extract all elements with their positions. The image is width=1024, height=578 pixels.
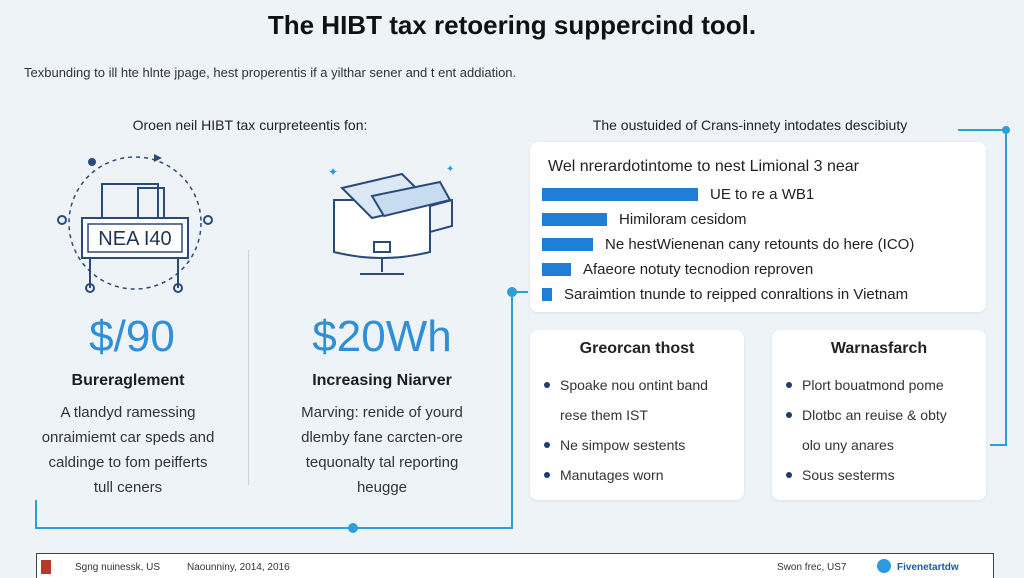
list-item: Dlotbc an reuise & obty xyxy=(786,400,947,430)
footer-source: Swon frec, US7 xyxy=(777,562,847,573)
bar-label: Himiloram cesidom xyxy=(619,211,747,228)
bullet-icon xyxy=(544,382,550,388)
info-box-list-1: Spoake nou ontint band rese them IST Ne … xyxy=(544,370,708,490)
right-section-heading: The oustuided of Crans-innety intodates … xyxy=(592,117,908,133)
svg-text:✦: ✦ xyxy=(328,165,338,179)
card-title-2: Increasing Niarver xyxy=(312,372,452,389)
list-item: Manutages worn xyxy=(544,460,708,490)
bullet-icon xyxy=(786,412,792,418)
list-item: Plort bouatmond pome xyxy=(786,370,947,400)
footer-location: Sgng nuinessk, US xyxy=(75,562,161,573)
license-plate-text: NEA I40 xyxy=(98,228,171,250)
bar-label: Saraimtion tnunde to reipped conraltions… xyxy=(564,286,909,303)
bars-panel: Wel nrerardotintome to nest Limional 3 n… xyxy=(530,142,986,312)
footer-handle[interactable]: Fivenetartdw xyxy=(897,562,959,573)
twitter-icon xyxy=(877,559,891,573)
list-item-continuation: olo uny anares xyxy=(802,437,894,453)
list-item: Sous sesterms xyxy=(786,460,947,490)
info-box-title-2: Warnasfarch xyxy=(830,340,928,357)
section-divider xyxy=(248,250,249,485)
info-box-2: Warnasfarch Plort bouatmond pome Dlotbc … xyxy=(772,330,986,500)
bar-fill xyxy=(542,263,571,276)
card-description-1: A tlandyd ramessing onraimiemt car speds… xyxy=(41,404,215,496)
flag-icon xyxy=(41,560,51,574)
bar-label: Afaeore notuty tecnodion reproven xyxy=(583,261,814,278)
stat-value-1: $/90 xyxy=(89,312,175,361)
bar-fill xyxy=(542,188,698,201)
list-item-continuation: rese them IST xyxy=(560,407,648,423)
left-section-heading: Oroen neil HIBT tax curpreteentis fon: xyxy=(132,117,368,133)
svg-text:✦: ✦ xyxy=(446,164,454,175)
bar-fill xyxy=(542,288,552,301)
bar-label: UE to re a WB1 xyxy=(710,186,815,203)
bullet-icon xyxy=(544,472,550,478)
license-plate-icon: NEA I40 xyxy=(57,154,213,293)
card-title-1: Bureraglement xyxy=(71,372,185,389)
page-title: The HIBT tax retoering suppercind tool. xyxy=(267,10,757,40)
bullet-icon xyxy=(544,442,550,448)
footer: Sgng nuinessk, US Naounniny, 2014, 2016 … xyxy=(36,553,994,578)
page-subtitle: Texbunding to ill hte hlnte jpage, hest … xyxy=(24,65,517,80)
bars-panel-title: Wel nrerardotintome to nest Limional 3 n… xyxy=(548,158,859,175)
list-item: Spoake nou ontint band xyxy=(544,370,708,400)
list-item: Ne simpow sestents xyxy=(544,430,708,460)
bullet-icon xyxy=(786,472,792,478)
bar-fill xyxy=(542,238,593,251)
stat-value-2: $20Wh xyxy=(312,312,452,361)
info-box-1: Greorcan thost Spoake nou ontint band re… xyxy=(530,330,744,500)
bar-fill xyxy=(542,213,607,226)
document-tray-icon: ✦ ✦ xyxy=(328,164,454,275)
footer-date: Naounniny, 2014, 2016 xyxy=(187,562,290,573)
info-box-list-2: Plort bouatmond pome Dlotbc an reuise & … xyxy=(786,370,947,490)
info-box-title-1: Greorcan thost xyxy=(579,340,695,357)
bullet-icon xyxy=(786,382,792,388)
card-description-2: Marving: renide of yourd dlemby fane car… xyxy=(301,404,463,496)
bar-label: Ne hestWienenan cany retounts do here (I… xyxy=(605,236,915,253)
